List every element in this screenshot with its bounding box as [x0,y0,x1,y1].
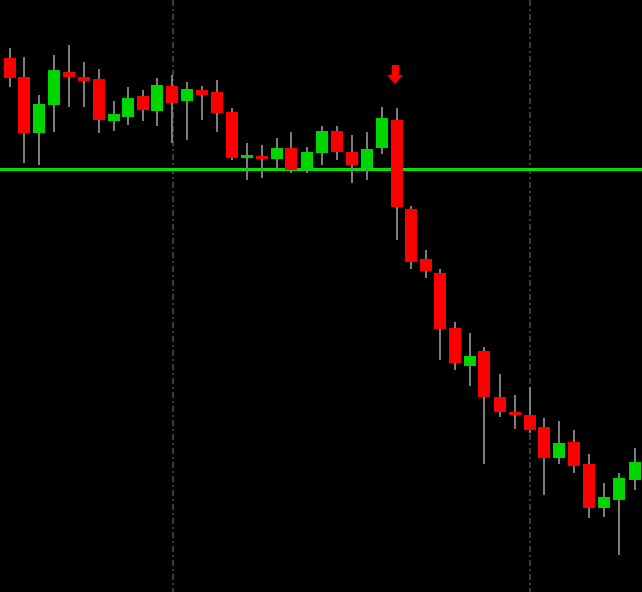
candle-body-bear [434,273,446,329]
candle-body-bull [108,114,120,121]
candle-body-bear [256,156,268,159]
candle-body-bull [122,98,134,117]
vertical-gridline [172,0,174,592]
candle-body-bear [568,442,580,466]
candle-body-bull [241,155,253,158]
candle-wick [171,75,173,143]
arrow-head [387,75,403,84]
arrow-stem [392,65,399,75]
candle-body-bull [301,152,313,170]
candle-body-bear [405,209,417,262]
candle-body-bear [449,328,461,363]
candle-body-bear [78,77,90,81]
candle-body-bear [538,427,550,458]
candle-body-bear [93,79,105,120]
candle-body-bull [361,149,373,168]
candle-body-bear [137,96,149,110]
candle-wick [499,374,501,417]
candle-body-bear [583,464,595,508]
candle-body-bear [346,152,358,165]
candle-body-bear [196,90,208,95]
candle-body-bull [33,104,45,133]
candle-wick [558,421,560,464]
candle-body-bull [598,497,610,508]
candle-wick [261,145,263,178]
vertical-gridline [529,0,531,592]
candle-body-bear [211,92,223,113]
candle-wick [618,473,620,555]
candle-body-bear [524,415,536,430]
candle-wick [186,82,188,140]
candle-wick [246,143,248,180]
candle-body-bear [285,148,297,170]
candle-body-bull [181,89,193,101]
sell-arrow-icon[interactable] [387,65,404,84]
candle-body-bull [629,462,641,480]
candle-body-bear [166,86,178,103]
candle-body-bull [376,118,388,148]
candle-wick [529,387,531,433]
candle-body-bull [151,85,163,111]
candle-wick [483,347,485,464]
candle-body-bear [509,412,521,415]
candle-body-bear [63,72,75,77]
candle-body-bull [464,356,476,366]
candle-body-bear [478,351,490,397]
candle-body-bear [331,131,343,152]
candle-wick [201,86,203,120]
candle-body-bull [553,443,565,458]
candle-body-bear [4,58,16,78]
candle-body-bear [494,397,506,412]
candle-body-bear [226,112,238,158]
candle-body-bull [48,70,60,105]
candle-body-bear [18,77,30,133]
candle-body-bear [420,259,432,271]
candle-wick [83,62,85,107]
candle-body-bull [271,148,283,159]
candle-body-bull [316,131,328,153]
horizontal-level-line[interactable] [0,168,642,171]
candle-body-bull [613,478,625,500]
candle-body-bear [391,120,403,207]
